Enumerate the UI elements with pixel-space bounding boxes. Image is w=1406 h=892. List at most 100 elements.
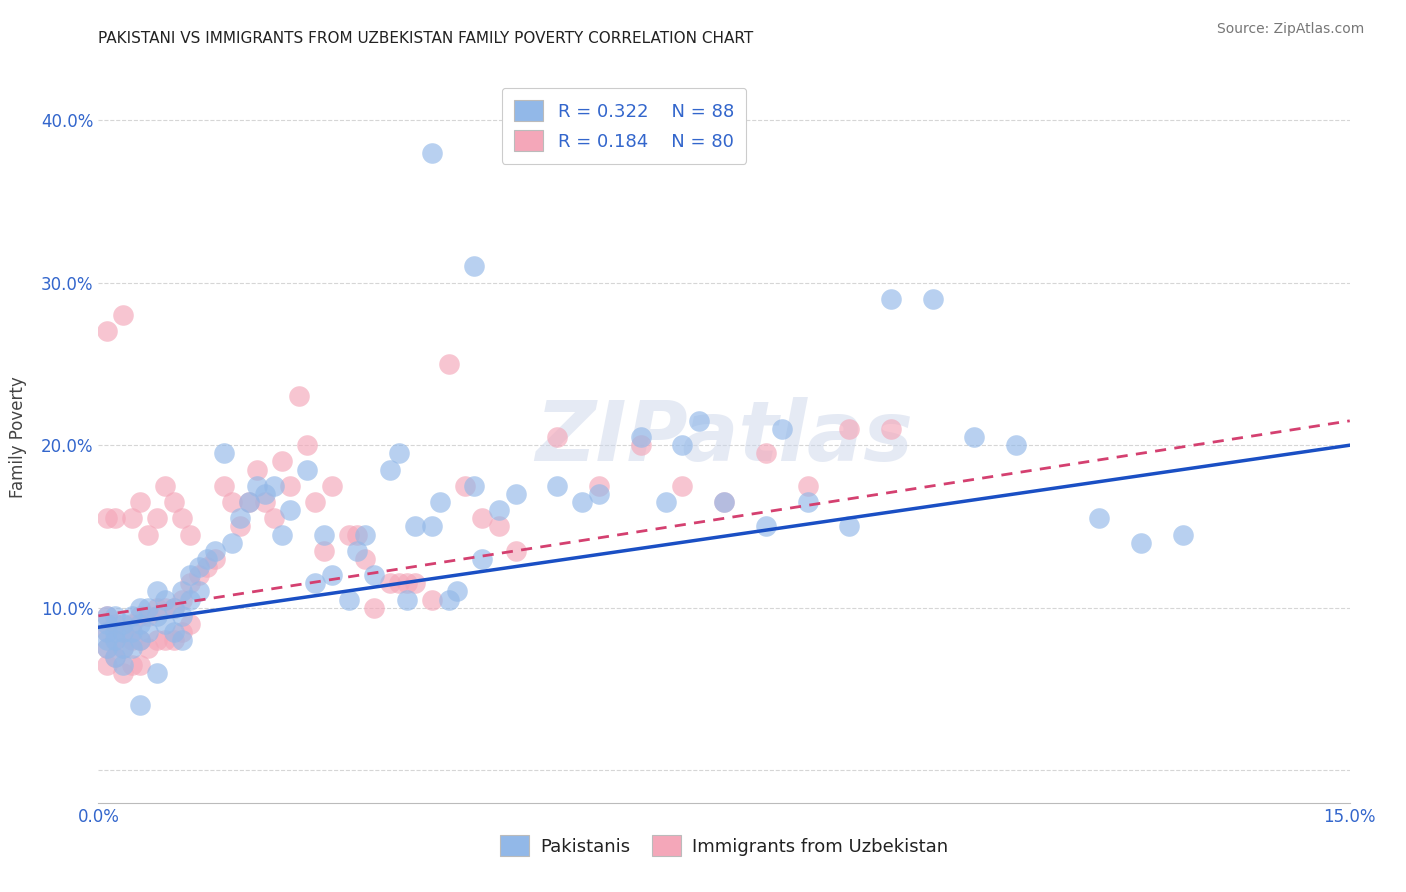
Point bbox=[170, 511, 193, 525]
Text: ZIPatlas: ZIPatlas bbox=[536, 397, 912, 477]
Text: PAKISTANI VS IMMIGRANTS FROM UZBEKISTAN FAMILY POVERTY CORRELATION CHART: PAKISTANI VS IMMIGRANTS FROM UZBEKISTAN … bbox=[98, 31, 754, 46]
Point bbox=[278, 479, 301, 493]
Point bbox=[346, 544, 368, 558]
Text: Source: ZipAtlas.com: Source: ZipAtlas.com bbox=[1216, 22, 1364, 37]
Point bbox=[271, 527, 294, 541]
Point bbox=[671, 438, 693, 452]
Point bbox=[204, 544, 226, 558]
Point bbox=[129, 657, 152, 672]
Point bbox=[588, 487, 610, 501]
Point bbox=[437, 592, 460, 607]
Point bbox=[463, 479, 485, 493]
Point bbox=[146, 633, 169, 648]
Point bbox=[263, 479, 285, 493]
Point bbox=[630, 430, 652, 444]
Point bbox=[796, 479, 818, 493]
Point bbox=[112, 617, 135, 632]
Point bbox=[420, 145, 443, 160]
Point bbox=[546, 479, 568, 493]
Point bbox=[179, 527, 201, 541]
Point bbox=[488, 519, 510, 533]
Point bbox=[546, 430, 568, 444]
Point bbox=[755, 519, 778, 533]
Point bbox=[571, 495, 593, 509]
Point bbox=[96, 608, 118, 623]
Point bbox=[471, 552, 494, 566]
Point bbox=[121, 511, 143, 525]
Point bbox=[146, 600, 169, 615]
Point bbox=[153, 592, 176, 607]
Point bbox=[1171, 527, 1194, 541]
Point bbox=[337, 592, 360, 607]
Point bbox=[104, 608, 127, 623]
Point bbox=[121, 617, 143, 632]
Point bbox=[363, 568, 385, 582]
Point bbox=[420, 519, 443, 533]
Point bbox=[396, 592, 419, 607]
Point bbox=[263, 511, 285, 525]
Point bbox=[838, 422, 860, 436]
Point bbox=[96, 325, 118, 339]
Point bbox=[463, 260, 485, 274]
Point bbox=[354, 527, 377, 541]
Point bbox=[153, 617, 176, 632]
Point bbox=[170, 625, 193, 640]
Point bbox=[796, 495, 818, 509]
Point bbox=[96, 633, 118, 648]
Point bbox=[170, 592, 193, 607]
Point bbox=[112, 665, 135, 680]
Point bbox=[404, 519, 426, 533]
Point bbox=[337, 527, 360, 541]
Point bbox=[630, 438, 652, 452]
Point bbox=[312, 544, 335, 558]
Point bbox=[129, 633, 152, 648]
Point bbox=[755, 446, 778, 460]
Point bbox=[363, 600, 385, 615]
Point bbox=[380, 576, 402, 591]
Point bbox=[146, 584, 169, 599]
Point bbox=[162, 633, 184, 648]
Point bbox=[170, 608, 193, 623]
Point bbox=[129, 600, 152, 615]
Point bbox=[471, 511, 494, 525]
Legend: Pakistanis, Immigrants from Uzbekistan: Pakistanis, Immigrants from Uzbekistan bbox=[494, 828, 955, 863]
Point bbox=[179, 576, 201, 591]
Point bbox=[921, 292, 943, 306]
Point bbox=[238, 495, 260, 509]
Point bbox=[104, 649, 127, 664]
Point bbox=[437, 357, 460, 371]
Point bbox=[104, 633, 127, 648]
Point bbox=[179, 617, 201, 632]
Point bbox=[688, 414, 710, 428]
Point bbox=[221, 495, 243, 509]
Point bbox=[221, 535, 243, 549]
Point bbox=[179, 592, 201, 607]
Point bbox=[420, 592, 443, 607]
Point bbox=[505, 487, 527, 501]
Point bbox=[454, 479, 477, 493]
Point bbox=[121, 625, 143, 640]
Point bbox=[162, 625, 184, 640]
Point bbox=[112, 308, 135, 322]
Point bbox=[388, 576, 411, 591]
Point bbox=[271, 454, 294, 468]
Point bbox=[96, 641, 118, 656]
Point bbox=[772, 422, 794, 436]
Point bbox=[654, 495, 676, 509]
Point bbox=[254, 487, 277, 501]
Point bbox=[121, 633, 143, 648]
Point bbox=[671, 479, 693, 493]
Point bbox=[121, 641, 143, 656]
Point bbox=[129, 495, 152, 509]
Point bbox=[112, 641, 135, 656]
Point bbox=[238, 495, 260, 509]
Point bbox=[246, 462, 269, 476]
Point bbox=[138, 600, 160, 615]
Point bbox=[246, 479, 269, 493]
Point bbox=[112, 641, 135, 656]
Point bbox=[488, 503, 510, 517]
Point bbox=[312, 527, 335, 541]
Point bbox=[162, 495, 184, 509]
Point bbox=[321, 568, 343, 582]
Point bbox=[170, 633, 193, 648]
